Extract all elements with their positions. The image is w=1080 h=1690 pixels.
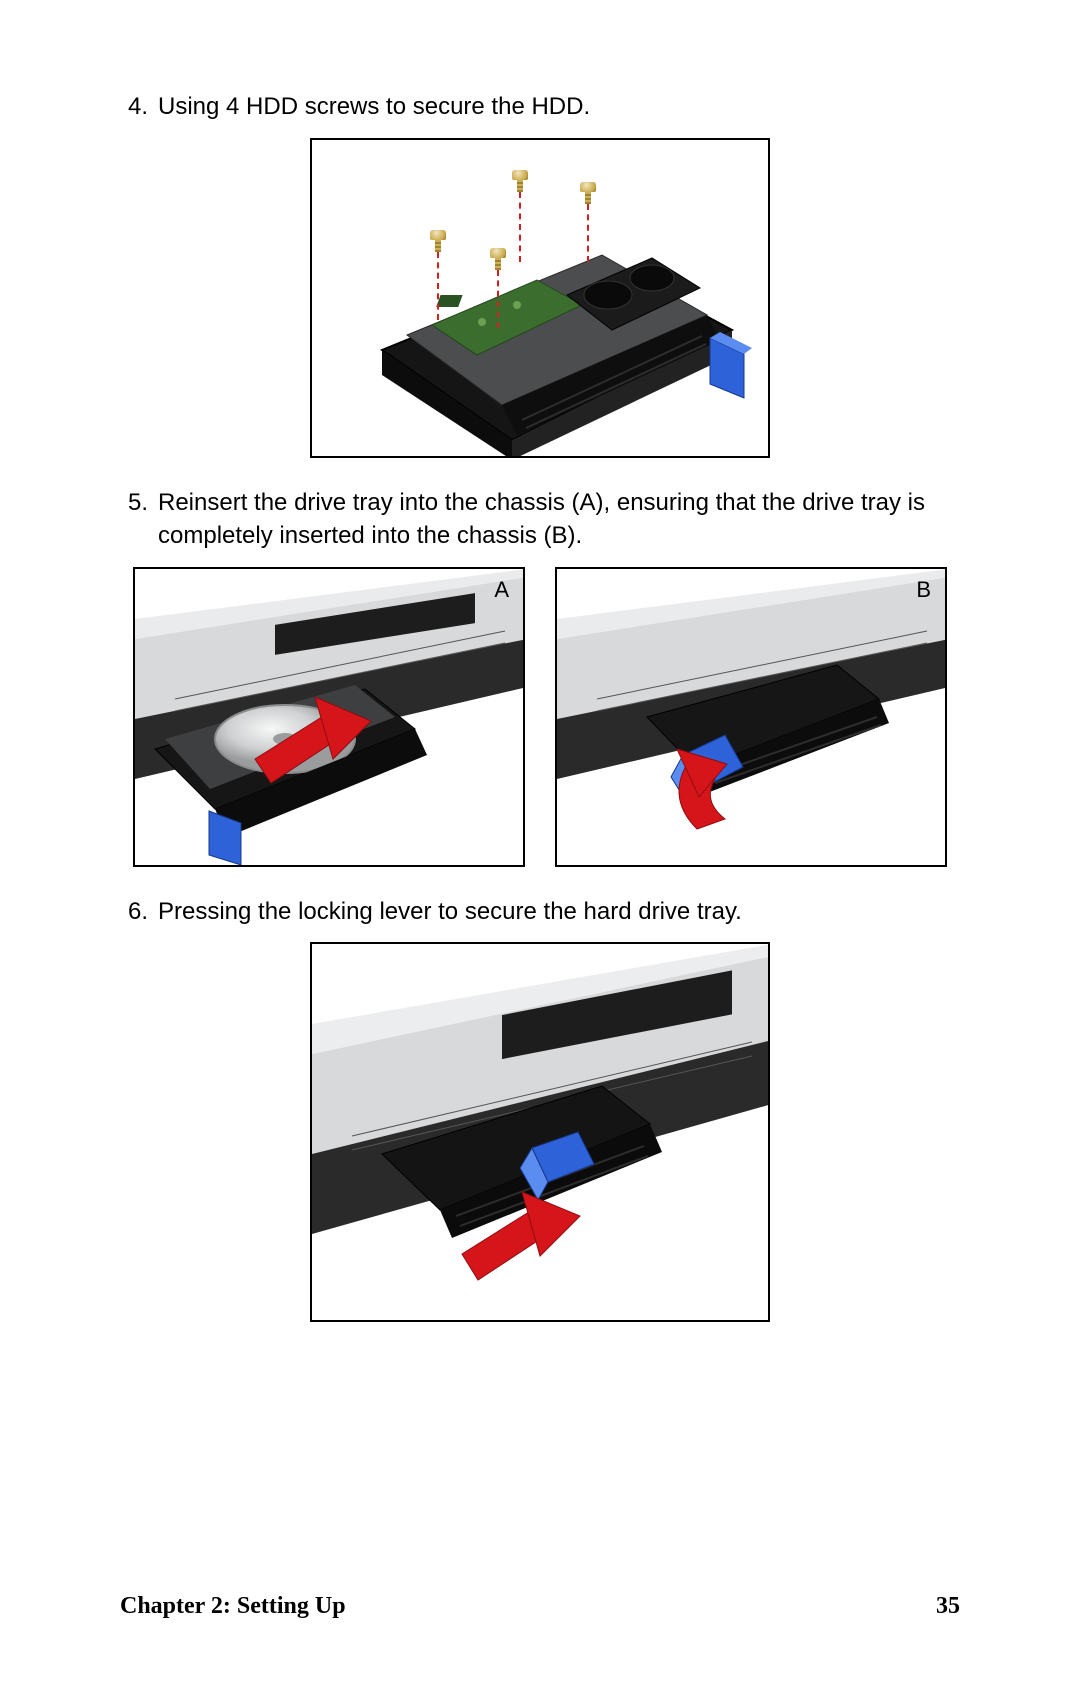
page-footer: Chapter 2: Setting Up 35 xyxy=(120,1593,960,1620)
reinsert-a-illustration xyxy=(135,569,525,867)
page: 4. Using 4 HDD screws to secure the HDD. xyxy=(0,0,1080,1690)
screw-guide-line xyxy=(497,270,499,328)
reinsert-b-illustration xyxy=(557,569,947,867)
step-6: 6. Pressing the locking lever to secure … xyxy=(120,895,960,929)
step-5-text: Reinsert the drive tray into the chassis… xyxy=(158,486,960,553)
step-6-number: 6. xyxy=(120,895,158,929)
figure-label-a: A xyxy=(494,577,509,603)
screw-icon xyxy=(580,182,596,204)
step-5-number: 5. xyxy=(120,486,158,553)
figure-reinsert-b: B xyxy=(555,567,947,867)
hdd-tray-illustration xyxy=(312,140,770,458)
screw-guide-line xyxy=(587,204,589,262)
screw-icon xyxy=(490,248,506,270)
figure-hdd-screws xyxy=(310,138,770,458)
screw-icon xyxy=(512,170,528,192)
step-6-text: Pressing the locking lever to secure the… xyxy=(158,895,960,929)
figure-row-3 xyxy=(120,942,960,1322)
step-4-number: 4. xyxy=(120,90,158,124)
figure-reinsert-a: A xyxy=(133,567,525,867)
screw-guide-line xyxy=(437,252,439,320)
figure-label-b: B xyxy=(916,577,931,603)
figure-lock-lever xyxy=(310,942,770,1322)
figure-row-2: A xyxy=(120,567,960,867)
footer-chapter: Chapter 2: Setting Up xyxy=(120,1593,346,1620)
footer-page-number: 35 xyxy=(936,1593,960,1620)
step-4: 4. Using 4 HDD screws to secure the HDD. xyxy=(120,90,960,124)
lock-lever-illustration xyxy=(312,944,770,1322)
step-4-text: Using 4 HDD screws to secure the HDD. xyxy=(158,90,960,124)
step-5: 5. Reinsert the drive tray into the chas… xyxy=(120,486,960,553)
figure-row-1 xyxy=(120,138,960,458)
screw-icon xyxy=(430,230,446,252)
screw-guide-line xyxy=(519,192,521,262)
